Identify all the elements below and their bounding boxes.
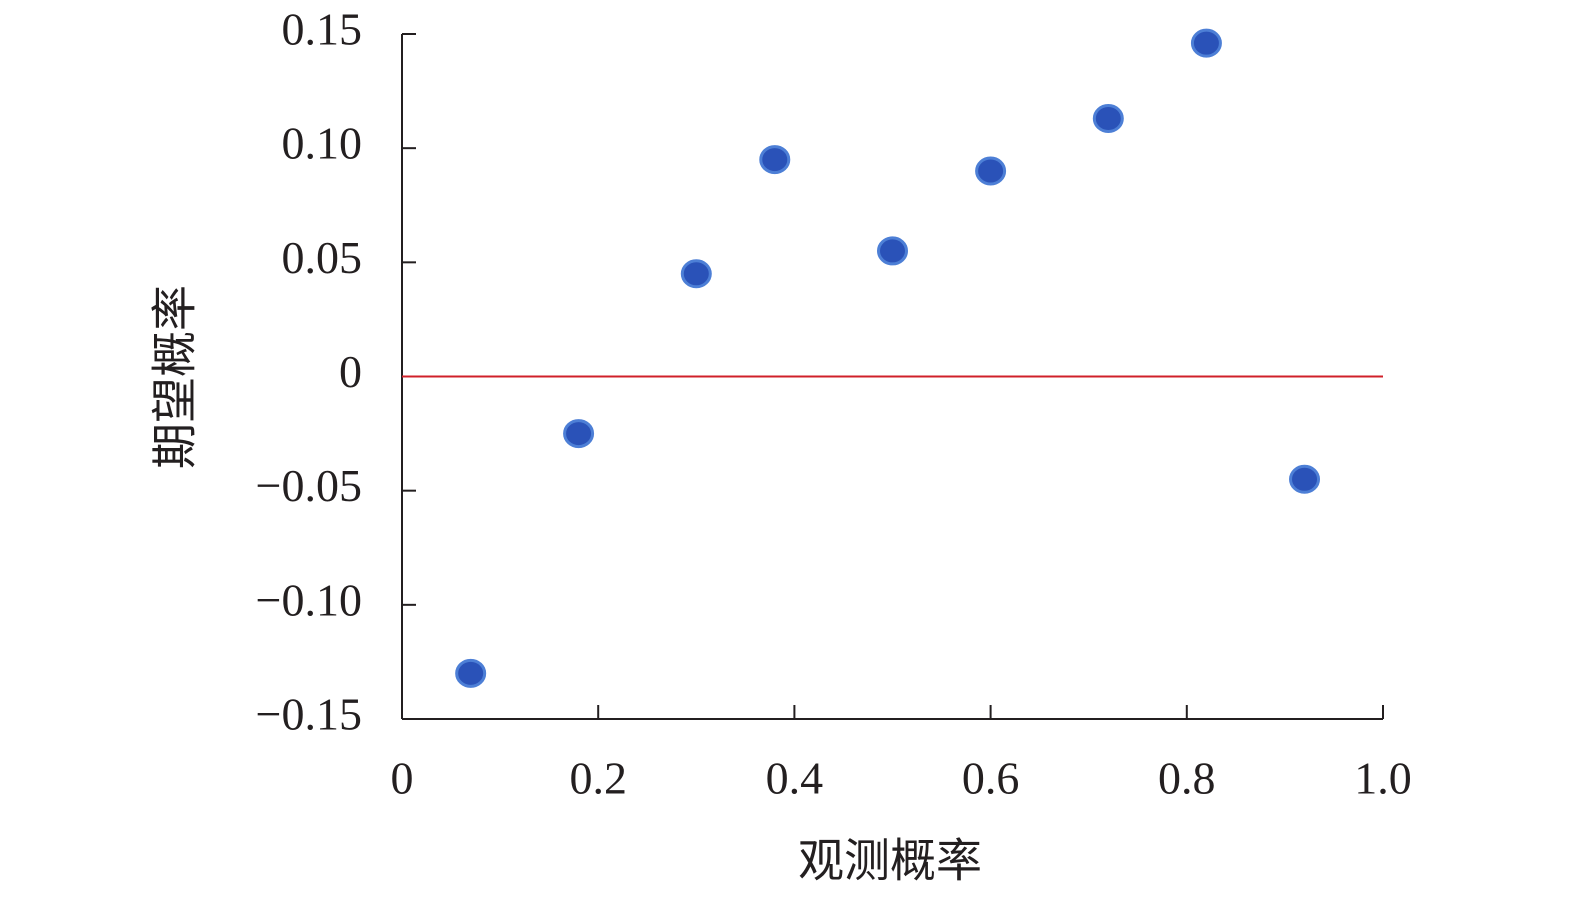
x-tick-label: 0.4 (766, 753, 824, 804)
y-tick-label: 0.10 (282, 118, 363, 169)
y-tick-label: 0 (339, 346, 362, 397)
data-point (680, 259, 712, 289)
y-tick-label: 0.05 (282, 232, 363, 283)
data-point (759, 145, 791, 175)
data-point (1190, 28, 1222, 58)
data-point (563, 419, 595, 449)
y-tick-label: −0.10 (256, 574, 362, 625)
x-tick-label: 1.0 (1354, 753, 1412, 804)
data-point (1289, 464, 1321, 494)
data-point (1092, 103, 1124, 133)
data-point (975, 156, 1007, 186)
y-tick-label: 0.15 (282, 4, 363, 55)
data-point (877, 236, 908, 266)
x-tick-label: 0.8 (1158, 753, 1216, 804)
x-axis-title: 观测概率 (798, 836, 982, 887)
y-tick-label: −0.15 (256, 689, 362, 740)
x-tick-label: 0.6 (962, 753, 1020, 804)
y-tick-label: −0.05 (256, 460, 362, 511)
x-tick-label: 0.2 (569, 753, 627, 804)
data-point (455, 658, 487, 688)
y-axis-title: 期望概率 (150, 285, 201, 469)
x-tick-label: 0 (391, 753, 414, 804)
